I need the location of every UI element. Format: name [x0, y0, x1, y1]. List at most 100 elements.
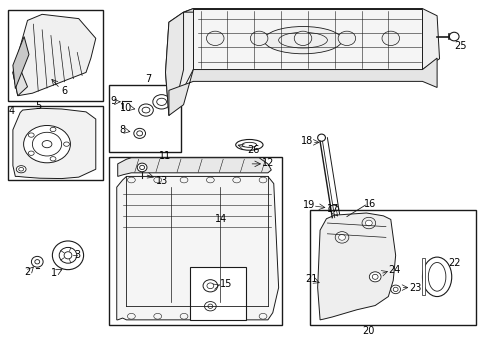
Ellipse shape — [157, 98, 166, 105]
Ellipse shape — [392, 287, 397, 292]
Polygon shape — [13, 14, 96, 96]
Text: 24: 24 — [387, 265, 400, 275]
Ellipse shape — [127, 177, 135, 183]
Ellipse shape — [64, 252, 72, 259]
Text: 5: 5 — [36, 102, 42, 112]
Ellipse shape — [232, 314, 240, 319]
Text: 2: 2 — [24, 267, 31, 277]
Ellipse shape — [371, 274, 377, 279]
Polygon shape — [13, 37, 29, 89]
Ellipse shape — [19, 167, 23, 171]
Ellipse shape — [50, 127, 56, 132]
Bar — [189, 267, 245, 320]
Polygon shape — [193, 9, 422, 69]
Text: 9: 9 — [110, 96, 117, 106]
Polygon shape — [117, 176, 278, 320]
Ellipse shape — [448, 32, 458, 41]
Text: 17: 17 — [326, 204, 339, 215]
Ellipse shape — [422, 257, 451, 297]
Ellipse shape — [50, 157, 56, 161]
Polygon shape — [165, 12, 183, 116]
Ellipse shape — [140, 165, 144, 170]
Ellipse shape — [139, 104, 153, 116]
Text: 13: 13 — [155, 176, 167, 186]
Ellipse shape — [28, 133, 34, 137]
Ellipse shape — [35, 260, 40, 264]
Ellipse shape — [134, 129, 145, 138]
Ellipse shape — [42, 140, 52, 148]
Text: 25: 25 — [453, 41, 466, 50]
Ellipse shape — [142, 107, 150, 113]
Polygon shape — [183, 9, 422, 12]
Ellipse shape — [154, 177, 161, 183]
Text: 12: 12 — [261, 158, 274, 168]
Ellipse shape — [207, 304, 212, 309]
Ellipse shape — [427, 262, 445, 291]
Bar — [422, 258, 424, 296]
Text: 10: 10 — [120, 103, 132, 113]
Polygon shape — [165, 9, 439, 116]
Ellipse shape — [137, 131, 142, 136]
Ellipse shape — [63, 142, 69, 146]
Ellipse shape — [127, 314, 135, 319]
Text: 8: 8 — [119, 125, 125, 135]
Text: 15: 15 — [219, 279, 232, 289]
Text: 14: 14 — [215, 215, 227, 224]
Ellipse shape — [180, 314, 187, 319]
Text: 22: 22 — [447, 258, 460, 268]
Text: 11: 11 — [159, 150, 171, 161]
Text: 21: 21 — [305, 274, 317, 284]
Bar — [310, 210, 475, 325]
Bar — [109, 157, 282, 325]
Text: 7: 7 — [144, 74, 151, 84]
Text: 1: 1 — [51, 268, 57, 278]
Ellipse shape — [317, 134, 325, 141]
Text: 4: 4 — [8, 106, 15, 116]
Ellipse shape — [390, 285, 400, 294]
Ellipse shape — [154, 314, 161, 319]
Polygon shape — [168, 58, 436, 116]
Polygon shape — [317, 213, 395, 320]
Ellipse shape — [235, 139, 263, 150]
Ellipse shape — [206, 314, 214, 319]
Text: 18: 18 — [300, 136, 312, 146]
Text: 23: 23 — [408, 283, 421, 293]
Ellipse shape — [328, 205, 338, 212]
Ellipse shape — [28, 151, 34, 156]
Ellipse shape — [206, 31, 224, 45]
Ellipse shape — [153, 95, 170, 109]
Ellipse shape — [206, 177, 214, 183]
Text: 20: 20 — [362, 326, 374, 336]
Ellipse shape — [232, 177, 240, 183]
Text: 6: 6 — [61, 86, 67, 96]
Ellipse shape — [31, 256, 43, 267]
Ellipse shape — [204, 302, 216, 311]
Ellipse shape — [365, 220, 371, 226]
Ellipse shape — [361, 217, 375, 229]
Bar — [109, 85, 181, 152]
Text: 19: 19 — [302, 200, 314, 210]
Ellipse shape — [180, 177, 187, 183]
Ellipse shape — [203, 280, 217, 292]
Ellipse shape — [381, 31, 399, 45]
Ellipse shape — [337, 31, 355, 45]
Ellipse shape — [32, 132, 61, 156]
Ellipse shape — [242, 142, 256, 147]
Ellipse shape — [52, 241, 83, 270]
Ellipse shape — [206, 283, 213, 289]
Ellipse shape — [23, 126, 70, 163]
Ellipse shape — [250, 31, 267, 45]
Ellipse shape — [264, 27, 341, 54]
Bar — [8, 10, 103, 101]
Text: 16: 16 — [364, 199, 376, 209]
Ellipse shape — [59, 247, 77, 263]
Ellipse shape — [259, 314, 266, 319]
Ellipse shape — [278, 32, 327, 48]
Ellipse shape — [336, 214, 346, 221]
Polygon shape — [13, 108, 96, 179]
Ellipse shape — [137, 163, 147, 172]
Ellipse shape — [16, 166, 26, 173]
Ellipse shape — [334, 231, 348, 243]
Text: 26: 26 — [246, 145, 259, 155]
Ellipse shape — [259, 177, 266, 183]
